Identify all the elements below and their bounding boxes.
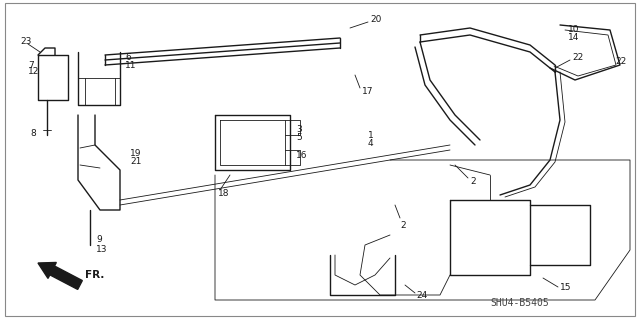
Text: 8: 8 <box>30 129 36 137</box>
Text: 13: 13 <box>96 246 108 255</box>
Text: 2: 2 <box>400 220 406 229</box>
Text: 3: 3 <box>296 125 301 135</box>
Text: 5: 5 <box>296 133 301 143</box>
Text: 19: 19 <box>130 149 141 158</box>
Text: 9: 9 <box>96 235 102 244</box>
Text: 22: 22 <box>615 57 627 66</box>
Text: 22: 22 <box>572 54 583 63</box>
Text: 6: 6 <box>125 54 131 63</box>
Text: 1: 1 <box>368 130 374 139</box>
Text: 20: 20 <box>370 16 381 25</box>
Text: 11: 11 <box>125 62 136 70</box>
Text: 16: 16 <box>296 151 307 160</box>
Text: 4: 4 <box>368 138 374 147</box>
Text: 18: 18 <box>218 189 230 198</box>
Text: 12: 12 <box>28 68 40 77</box>
Text: FR.: FR. <box>85 270 104 280</box>
Text: 15: 15 <box>560 283 572 292</box>
Text: 14: 14 <box>568 33 579 42</box>
Text: 23: 23 <box>20 38 31 47</box>
Text: 24: 24 <box>416 291 428 300</box>
Text: 17: 17 <box>362 87 374 97</box>
Text: 10: 10 <box>568 26 579 34</box>
Text: 21: 21 <box>130 158 141 167</box>
Text: SHU4-B5405: SHU4-B5405 <box>490 298 548 308</box>
Text: 2: 2 <box>470 177 476 187</box>
Text: 7: 7 <box>28 61 34 70</box>
FancyArrow shape <box>38 263 83 289</box>
